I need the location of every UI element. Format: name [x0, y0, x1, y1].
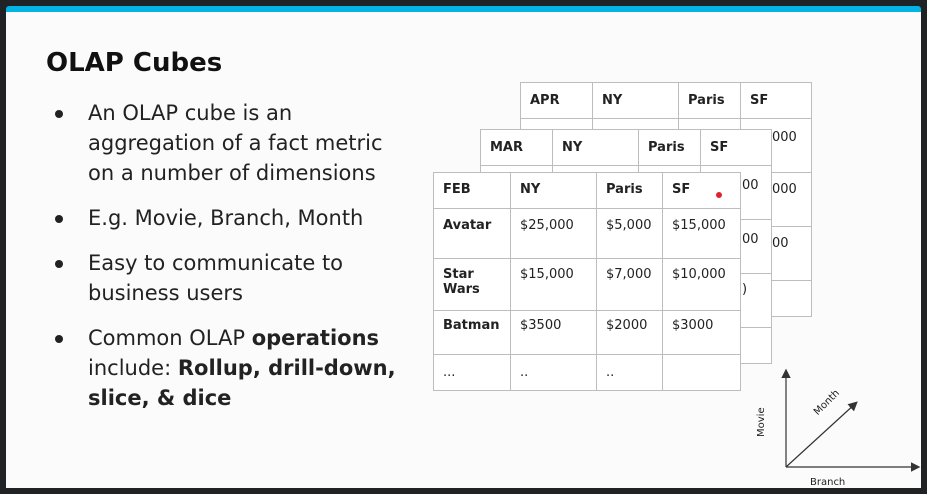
table-cell: $10,000: [662, 258, 741, 311]
table-cell: $3500: [510, 310, 597, 355]
table-cell: ..: [596, 354, 663, 391]
table-row-label: Star Wars: [433, 258, 511, 311]
table-header-cell: FEB: [433, 172, 511, 209]
table-header-cell: APR: [520, 82, 593, 119]
bullet-text-pre: Common OLAP: [88, 326, 252, 350]
table-cell: $15,000: [662, 208, 741, 259]
bullet-list: An OLAP cube is an aggregation of a fact…: [46, 98, 406, 428]
bullet-item: Common OLAP operations include: Rollup, …: [46, 323, 406, 413]
bullet-text: E.g. Movie, Branch, Month: [88, 206, 364, 230]
table-cell: $2000: [596, 310, 663, 355]
table-cell: [662, 354, 741, 391]
table-header-cell: NY: [592, 82, 679, 119]
slide: OLAP Cubes An OLAP cube is an aggregatio…: [6, 12, 921, 488]
table-header-cell: SF: [700, 129, 772, 166]
apr-fragment: 000: [772, 130, 797, 145]
table-header-cell: NY: [510, 172, 597, 209]
table-header-cell: Paris: [638, 129, 701, 166]
cube-axes-diagram: [781, 368, 921, 472]
feb-table: FEB NY Paris SF Avatar $25,000 $5,000 $1…: [433, 172, 741, 391]
table-cell: $7,000: [596, 258, 663, 311]
table-row-label: Batman: [433, 310, 511, 355]
table-cell: $5,000: [596, 208, 663, 259]
table-row-label: ...: [433, 354, 511, 391]
bullet-text: Easy to communicate to business users: [88, 251, 344, 305]
table-cell: $3000: [662, 310, 741, 355]
table-cell: $15,000: [510, 258, 597, 311]
apr-fragment: 00: [772, 236, 789, 251]
slide-title: OLAP Cubes: [46, 48, 223, 78]
table-header-cell: SF: [662, 172, 741, 209]
table-header-cell: Paris: [596, 172, 663, 209]
bullet-text-bold: Rollup, drill-down, slice, & dice: [88, 356, 396, 410]
slide-accent-bar: [6, 6, 921, 12]
branch-axis-label: Branch: [810, 477, 846, 488]
table-cell: $25,000: [510, 208, 597, 259]
window-bottom-bar: [0, 488, 927, 494]
table-header-cell: Paris: [678, 82, 741, 119]
bullet-text-bold: operations: [251, 326, 380, 350]
bullet-item: An OLAP cube is an aggregation of a fact…: [46, 98, 406, 188]
table-header-cell: NY: [552, 129, 639, 166]
bullet-text: An OLAP cube is an aggregation of a fact…: [88, 101, 383, 185]
mar-fragment: 00: [742, 232, 759, 247]
bullet-item: Easy to communicate to business users: [46, 248, 406, 308]
mar-fragment: ): [742, 282, 748, 297]
bullet-dot-icon: [55, 110, 63, 118]
marker-dot: [716, 192, 722, 198]
mar-fragment: 00: [742, 178, 759, 193]
month-axis: [785, 401, 858, 468]
bullet-text-mid: include:: [88, 356, 178, 380]
apr-fragment: 000: [772, 182, 797, 197]
table-header-cell: MAR: [480, 129, 553, 166]
bullet-item: E.g. Movie, Branch, Month: [46, 203, 406, 233]
bullet-dot-icon: [55, 215, 63, 223]
bullet-dot-icon: [55, 335, 63, 343]
movie-axis-label: Movie: [756, 407, 767, 437]
table-cell: ..: [510, 354, 597, 391]
table-row-label: Avatar: [433, 208, 511, 259]
table-header-cell: SF: [740, 82, 812, 119]
bullet-dot-icon: [55, 260, 63, 268]
